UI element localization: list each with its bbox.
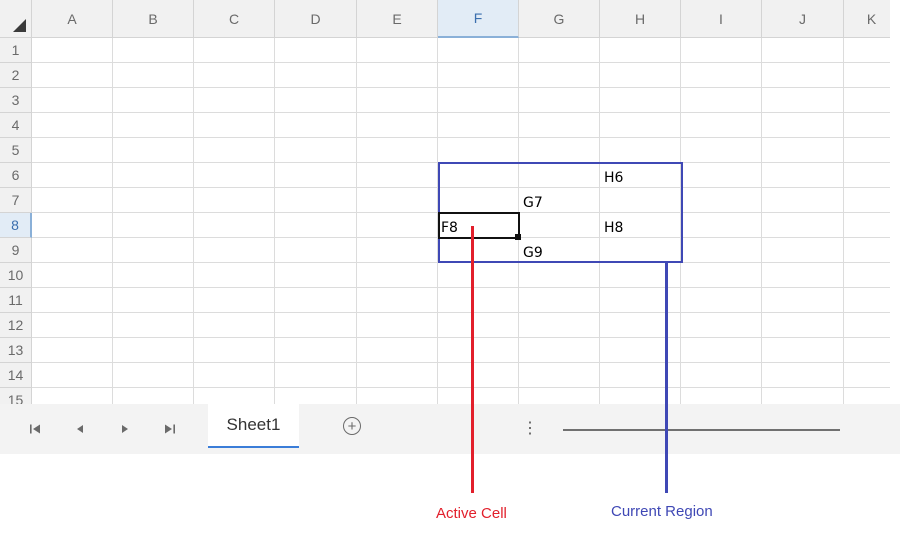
grid-row-line — [32, 287, 890, 288]
grid-column-line — [599, 38, 600, 404]
grid-row-line — [32, 362, 890, 363]
row-header-12[interactable]: 12 — [0, 313, 32, 338]
column-header-k[interactable]: K — [844, 0, 890, 38]
grid-row-line — [32, 62, 890, 63]
row-header-1[interactable]: 1 — [0, 38, 32, 63]
add-sheet-button[interactable]: + — [343, 417, 361, 435]
current-region-label: Current Region — [611, 503, 713, 520]
column-header-d[interactable]: D — [275, 0, 357, 38]
current-region-pointer-line — [665, 262, 668, 493]
cell-g7[interactable]: G7 — [523, 195, 543, 211]
column-header-g[interactable]: G — [519, 0, 600, 38]
sheet-tab-bar: Sheet1 + ⋮ — [0, 404, 900, 454]
grid-column-line — [193, 38, 194, 404]
tab-sheet1[interactable]: Sheet1 — [208, 404, 299, 448]
row-header-6[interactable]: 6 — [0, 163, 32, 188]
row-header-15[interactable]: 15 — [0, 388, 32, 404]
select-all-icon — [13, 19, 26, 32]
fill-handle[interactable] — [515, 234, 521, 240]
cell-g9[interactable]: G9 — [523, 245, 543, 261]
row-header-14[interactable]: 14 — [0, 363, 32, 388]
column-header-h[interactable]: H — [600, 0, 681, 38]
last-sheet-button[interactable] — [156, 404, 184, 454]
grid-column-line — [680, 38, 681, 404]
column-header-e[interactable]: E — [357, 0, 438, 38]
active-cell-outline — [438, 212, 520, 239]
row-header-4[interactable]: 4 — [0, 113, 32, 138]
select-all-corner[interactable] — [0, 0, 32, 38]
active-cell-pointer-line — [471, 226, 474, 493]
horizontal-scrollbar[interactable] — [563, 429, 840, 431]
first-sheet-button[interactable] — [21, 404, 49, 454]
grid-column-line — [761, 38, 762, 404]
grid-row-line — [32, 312, 890, 313]
prev-sheet-button[interactable] — [66, 404, 94, 454]
last-sheet-icon — [165, 424, 175, 434]
grid-row-line — [32, 112, 890, 113]
grid-column-line — [356, 38, 357, 404]
row-header-9[interactable]: 9 — [0, 238, 32, 263]
row-header-11[interactable]: 11 — [0, 288, 32, 313]
row-header-8[interactable]: 8 — [0, 213, 32, 238]
column-header-a[interactable]: A — [32, 0, 113, 38]
more-options-icon[interactable]: ⋮ — [522, 420, 538, 437]
column-header-f[interactable]: F — [438, 0, 519, 38]
grid-row-line — [32, 387, 890, 388]
grid-column-line — [437, 38, 438, 404]
cell-h6[interactable]: H6 — [604, 170, 624, 186]
cell-f8[interactable]: F8 — [441, 220, 458, 236]
row-header-10[interactable]: 10 — [0, 263, 32, 288]
column-header-b[interactable]: B — [113, 0, 194, 38]
row-header-7[interactable]: 7 — [0, 188, 32, 213]
grid-column-line — [112, 38, 113, 404]
row-header-5[interactable]: 5 — [0, 138, 32, 163]
column-header-i[interactable]: I — [681, 0, 762, 38]
grid-row-line — [32, 337, 890, 338]
active-cell-label: Active Cell — [436, 505, 507, 522]
row-header-2[interactable]: 2 — [0, 63, 32, 88]
grid-column-line — [274, 38, 275, 404]
prev-sheet-icon — [77, 425, 83, 433]
cell-h8[interactable]: H8 — [604, 220, 624, 236]
add-sheet-icon: + — [347, 417, 357, 435]
next-sheet-button[interactable] — [111, 404, 139, 454]
column-header-j[interactable]: J — [762, 0, 844, 38]
row-header-13[interactable]: 13 — [0, 338, 32, 363]
grid-row-line — [32, 137, 890, 138]
column-header-c[interactable]: C — [194, 0, 275, 38]
grid-row-line — [32, 187, 890, 188]
grid-column-line — [843, 38, 844, 404]
grid-row-line — [32, 87, 890, 88]
first-sheet-icon — [30, 424, 40, 434]
row-header-3[interactable]: 3 — [0, 88, 32, 113]
next-sheet-icon — [122, 425, 128, 433]
